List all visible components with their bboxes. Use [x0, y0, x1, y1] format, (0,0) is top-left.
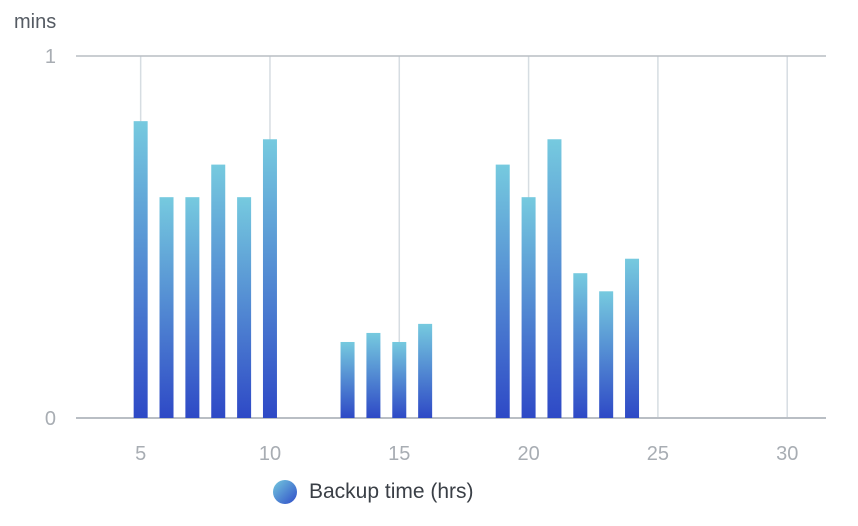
bar: [340, 341, 355, 418]
x-tick-label: 20: [517, 443, 539, 465]
y-unit-label: mins: [14, 11, 56, 33]
legend-label: Backup time (hrs): [309, 480, 474, 503]
axes: [76, 55, 826, 419]
bars: [133, 121, 640, 418]
x-tick-label: 25: [647, 443, 669, 465]
bar: [133, 121, 148, 418]
bar: [185, 197, 200, 418]
bar: [625, 258, 640, 418]
bar: [573, 273, 588, 418]
bar: [495, 164, 510, 418]
bar: [159, 197, 174, 418]
bar: [599, 291, 614, 418]
tick-labels: 5 10 15 20 25 30 0 1: [45, 46, 798, 465]
legend: Backup time (hrs): [273, 480, 474, 504]
bar: [521, 197, 536, 418]
legend-swatch: [273, 480, 297, 504]
bar: [262, 139, 277, 418]
x-tick-label: 5: [135, 443, 146, 465]
bar: [392, 341, 407, 418]
bar: [237, 197, 252, 418]
y-tick-label: 1: [45, 46, 56, 68]
bar: [366, 332, 381, 418]
bar: [418, 323, 433, 418]
x-tick-label: 15: [388, 443, 410, 465]
bar: [547, 139, 562, 418]
bar: [211, 164, 226, 418]
x-tick-label: 30: [776, 443, 798, 465]
x-tick-label: 10: [259, 443, 281, 465]
y-tick-label: 0: [45, 408, 56, 430]
